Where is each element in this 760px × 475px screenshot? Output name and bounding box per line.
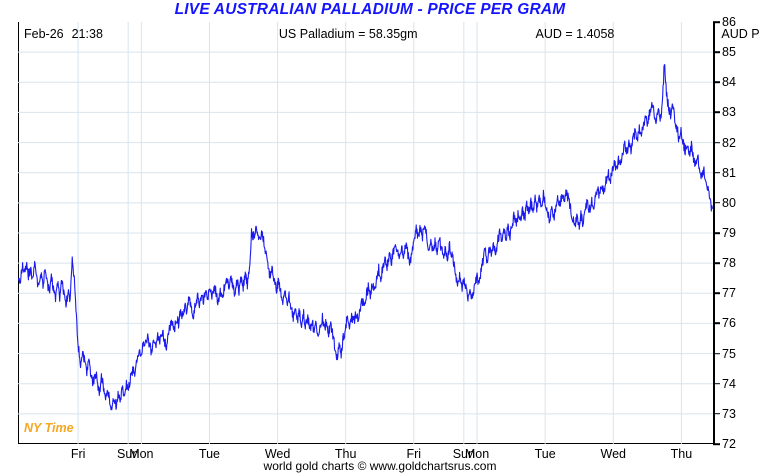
y-axis-tick-mark: [713, 292, 720, 295]
x-axis-tick-label: Sun: [117, 447, 140, 461]
x-axis-tick-label: Mon: [129, 447, 154, 461]
y-axis-tick-label: 81: [722, 165, 736, 180]
y-axis-tick-mark: [713, 443, 720, 445]
y-axis-tick-mark: [713, 51, 720, 53]
y-axis-tick-mark: [713, 382, 720, 385]
x-axis-tick-label: Thu: [670, 447, 693, 461]
y-axis-tick-label: 78: [722, 256, 736, 271]
y-axis-tick-label: 80: [722, 195, 736, 210]
y-axis-tick-label: 82: [722, 135, 736, 150]
y-axis-tick-mark: [713, 171, 720, 174]
y-axis-tick-mark: [713, 413, 720, 415]
y-axis-tick-label: 75: [722, 346, 736, 361]
y-axis-tick-mark: [713, 81, 720, 84]
y-axis-tick-mark: [713, 322, 720, 325]
x-axis-tick-label: Thu: [334, 447, 357, 461]
y-axis-tick-label: 73: [722, 406, 736, 421]
y-axis-tick-label: 74: [722, 376, 736, 391]
y-axis-tick-label: 84: [722, 75, 736, 90]
x-axis-tick-label: Sun: [452, 447, 475, 461]
y-axis-tick-label: 83: [722, 105, 736, 120]
x-axis-tick-label: Wed: [264, 447, 291, 461]
y-axis-tick-label: 77: [722, 286, 736, 301]
y-axis-tick-mark: [713, 21, 720, 23]
y-axis-tick-mark: [713, 111, 720, 114]
y-axis-tick-mark: [713, 352, 720, 355]
y-axis-tick-mark: [713, 232, 720, 234]
y-axis-tick-label: 72: [722, 437, 736, 451]
price-series-line: [18, 22, 713, 444]
timezone-label: NY Time: [24, 421, 74, 435]
y-axis-tick-label: 85: [722, 45, 736, 60]
x-axis-tick-label: Mon: [464, 447, 490, 461]
x-axis-tick-label: Wed: [600, 447, 627, 461]
y-axis-tick-mark: [713, 202, 720, 204]
footer-credit: world gold charts © www.goldchartsrus.co…: [263, 459, 497, 473]
chart-title: LIVE AUSTRALIAN PALLADIUM - PRICE PER GR…: [174, 1, 566, 18]
y-axis-tick-mark: [713, 141, 720, 144]
y-axis-tick-mark: [713, 262, 720, 264]
y-axis-tick-label: 86: [722, 15, 736, 29]
x-axis-tick-label: Fri: [70, 447, 86, 461]
x-axis-tick-label: Tue: [198, 447, 221, 461]
x-axis-tick-label: Tue: [534, 447, 556, 461]
x-axis-tick-label: Fri: [406, 447, 422, 461]
chart-gridlines: [18, 22, 713, 444]
y-axis-tick-label: 79: [722, 226, 736, 240]
y-axis-tick-label: 76: [722, 316, 736, 331]
